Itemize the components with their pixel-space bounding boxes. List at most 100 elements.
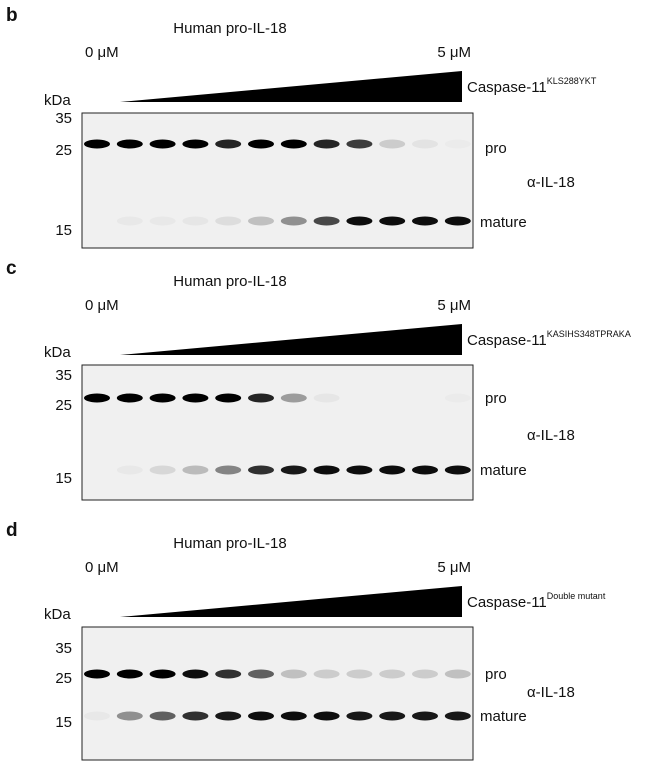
band	[84, 712, 110, 721]
marker-label: 15	[55, 714, 72, 731]
band-label: pro	[485, 390, 507, 407]
band	[215, 216, 242, 226]
band	[182, 139, 209, 149]
band	[379, 216, 406, 226]
band-label: pro	[485, 140, 507, 157]
marker-label: 15	[55, 222, 72, 239]
panel-letter: c	[6, 258, 17, 279]
panel-letter: d	[6, 520, 18, 541]
antibody-label: α-IL-18	[527, 174, 575, 191]
enzyme-mutation: KLS288YKT	[547, 76, 597, 86]
band	[84, 139, 110, 149]
marker-label: 25	[55, 142, 72, 159]
enzyme-name: Caspase-11	[467, 594, 547, 611]
panel-letter: b	[6, 5, 18, 26]
band	[116, 139, 143, 149]
band	[116, 669, 143, 679]
kda-label: kDa	[44, 606, 71, 623]
band	[412, 216, 438, 226]
blot	[81, 112, 474, 249]
enzyme-mutation: KASIHS348TPRAKA	[547, 329, 631, 339]
band	[248, 139, 274, 149]
band	[313, 711, 340, 721]
enzyme-label: Caspase-11Double mutant	[467, 591, 606, 611]
band	[248, 711, 274, 721]
band	[346, 216, 373, 226]
band	[280, 139, 307, 149]
band	[346, 669, 373, 679]
enzyme-mutation: Double mutant	[547, 591, 606, 601]
gradient-wedge	[120, 324, 462, 355]
band	[379, 711, 406, 721]
band	[248, 465, 274, 475]
panel: b Human pro-IL-18 0 μM 5 μM Caspase-11KLS288…	[6, 5, 597, 249]
kda-label: kDa	[44, 92, 71, 109]
band	[444, 216, 471, 226]
protein-title: Human pro-IL-18	[173, 273, 286, 290]
conc-start: 0 μM	[85, 297, 119, 314]
blot	[81, 626, 474, 761]
blot	[81, 364, 474, 501]
band	[280, 393, 307, 403]
band	[444, 669, 471, 679]
band	[313, 139, 340, 149]
marker-label: 15	[55, 470, 72, 487]
band	[182, 669, 209, 679]
conc-start: 0 μM	[85, 44, 119, 61]
band-label: pro	[485, 666, 507, 683]
band	[379, 139, 406, 149]
enzyme-label: Caspase-11KASIHS348TPRAKA	[467, 329, 631, 349]
antibody-label: α-IL-18	[527, 684, 575, 701]
band-label: mature	[480, 214, 527, 231]
band	[280, 711, 307, 721]
band	[346, 711, 373, 721]
band	[445, 140, 471, 149]
kda-label: kDa	[44, 344, 71, 361]
marker-label: 25	[55, 670, 72, 687]
band	[182, 465, 209, 475]
band	[117, 217, 143, 226]
panel: d Human pro-IL-18 0 μM 5 μM Caspase-11Double…	[6, 520, 606, 761]
gradient-wedge	[120, 71, 462, 102]
band	[248, 216, 274, 226]
conc-end: 5 μM	[437, 297, 471, 314]
band	[215, 711, 242, 721]
band	[445, 394, 471, 403]
band	[379, 465, 406, 475]
band	[116, 711, 143, 721]
band	[444, 711, 471, 721]
band	[116, 393, 143, 403]
marker-label: 25	[55, 397, 72, 414]
protein-title: Human pro-IL-18	[173, 20, 286, 37]
band	[346, 465, 373, 475]
marker-label: 35	[55, 110, 72, 127]
band	[149, 711, 176, 721]
band	[84, 669, 110, 679]
panel: c Human pro-IL-18 0 μM 5 μM Caspase-11KASIHS…	[6, 258, 631, 501]
band	[215, 669, 242, 679]
band-label: mature	[480, 462, 527, 479]
band	[412, 711, 438, 721]
marker-label: 35	[55, 367, 72, 384]
protein-title: Human pro-IL-18	[173, 535, 286, 552]
band-label: mature	[480, 708, 527, 725]
enzyme-name: Caspase-11	[467, 332, 547, 349]
band	[444, 465, 471, 475]
band	[149, 669, 176, 679]
conc-end: 5 μM	[437, 44, 471, 61]
band	[117, 466, 143, 475]
enzyme-name: Caspase-11	[467, 79, 547, 96]
band	[313, 669, 340, 679]
band	[313, 216, 340, 226]
band	[248, 393, 274, 403]
band	[412, 465, 438, 475]
gradient-wedge	[120, 586, 462, 617]
band	[182, 393, 209, 403]
enzyme-label: Caspase-11KLS288YKT	[467, 76, 597, 96]
marker-label: 35	[55, 640, 72, 657]
band	[215, 465, 242, 475]
band	[412, 669, 438, 679]
band	[150, 217, 176, 226]
band	[149, 139, 176, 149]
